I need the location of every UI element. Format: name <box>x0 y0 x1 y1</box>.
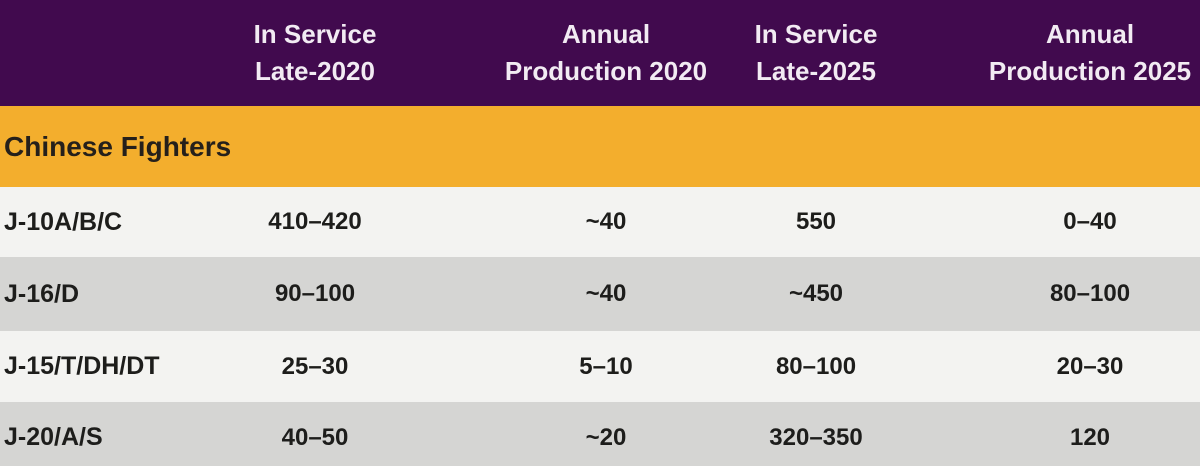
cell-annual-production-2020: ~40 <box>585 280 627 307</box>
table-row-j20: J-20/A/S 40–50 ~20 320–350 120 <box>0 402 1200 466</box>
cell-in-service-2020: 25–30 <box>281 352 349 380</box>
cell-annual-production-2020: ~40 <box>585 208 627 235</box>
cell-in-service-2020: 90–100 <box>274 280 356 307</box>
cell-annual-production-2025: 20–30 <box>1056 352 1124 380</box>
header-line: Late-2025 <box>756 56 876 86</box>
table-row-j16: J-16/D 90–100 ~40 ~450 80–100 <box>0 257 1200 331</box>
cell-in-service-2025: 80–100 <box>775 352 857 380</box>
cell-annual-production-2025: 0–40 <box>1063 208 1117 235</box>
header-in-service-2025: In Service Late-2025 <box>736 16 896 90</box>
header-line: Annual <box>1045 19 1135 49</box>
header-line: Annual <box>561 19 651 49</box>
cell-in-service-2025: 320–350 <box>769 423 863 451</box>
section-title: Chinese Fighters <box>4 130 232 162</box>
header-line: In Service <box>253 19 377 49</box>
table-row-j10: J-10A/B/C 410–420 ~40 550 0–40 <box>0 187 1200 257</box>
row-label: J-20/A/S <box>4 423 103 451</box>
header-annual-production-2025: Annual Production 2025 <box>896 16 1200 90</box>
cell-in-service-2025: ~450 <box>788 280 844 307</box>
header-annual-production-2020: Annual Production 2020 <box>476 16 736 90</box>
cell-in-service-2025: 550 <box>795 208 837 235</box>
cell-in-service-2020: 40–50 <box>281 423 349 451</box>
row-label: J-10A/B/C <box>4 207 123 236</box>
cell-in-service-2020: 410–420 <box>268 208 362 235</box>
section-band-chinese-fighters: Chinese Fighters <box>0 106 1200 187</box>
header-in-service-2020: In Service Late-2020 <box>154 16 476 90</box>
table-header-row: In Service Late-2020 Annual Production 2… <box>0 0 1200 106</box>
header-line: Production 2020 <box>504 56 708 86</box>
cell-annual-production-2025: 80–100 <box>1049 280 1131 307</box>
header-line: Production 2025 <box>988 56 1192 86</box>
row-label: J-16/D <box>4 279 80 308</box>
cell-annual-production-2025: 120 <box>1069 423 1111 451</box>
cell-annual-production-2020: 5–10 <box>579 352 633 380</box>
cell-annual-production-2020: ~20 <box>585 423 627 451</box>
header-line: Late-2020 <box>255 56 375 86</box>
table-row-j15: J-15/T/DH/DT 25–30 5–10 80–100 20–30 <box>0 331 1200 402</box>
header-line: In Service <box>754 19 878 49</box>
row-label: J-15/T/DH/DT <box>4 352 160 380</box>
